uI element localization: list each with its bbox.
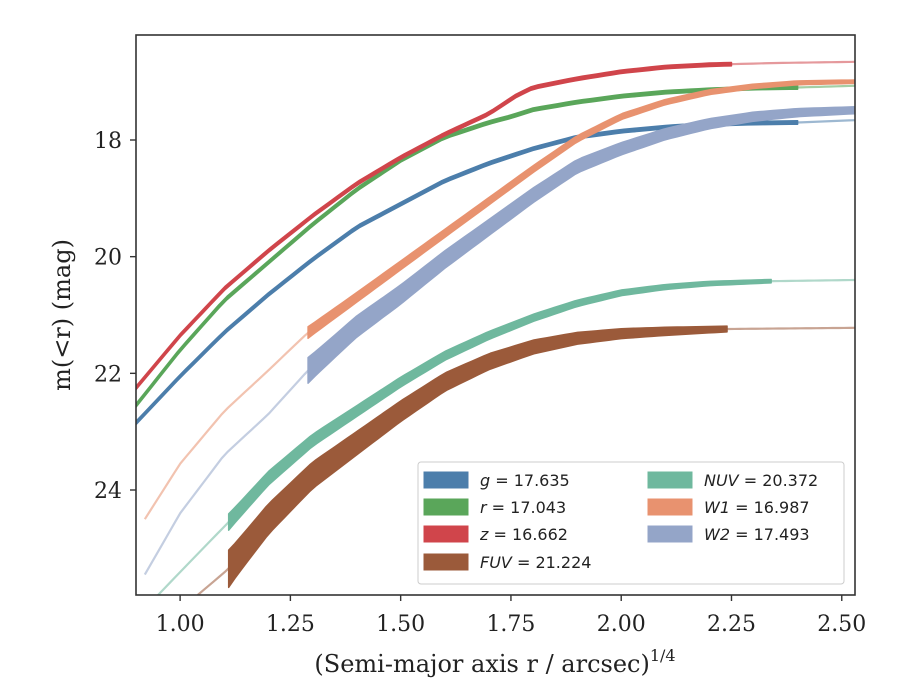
series-nuv-band xyxy=(227,278,772,531)
legend-label-z: z = 16.662 xyxy=(479,525,568,544)
x-tick-label: 2.25 xyxy=(707,612,756,637)
x-axis-label-text: (Semi-major axis r / arcsec) xyxy=(314,650,649,678)
x-tick-label: 1.25 xyxy=(266,612,315,637)
series-w1 xyxy=(143,79,855,520)
x-tick-label: 2.00 xyxy=(597,612,646,637)
x-tick-label: 2.50 xyxy=(817,612,866,637)
x-tick-label: 1.00 xyxy=(156,612,205,637)
x-axis-label: (Semi-major axis r / arcsec)1/4 xyxy=(314,646,675,678)
legend-swatch-w2 xyxy=(647,525,693,543)
legend-label-w2: W2 = 17.493 xyxy=(704,525,810,544)
legend-label-r: r = 17.043 xyxy=(480,498,566,517)
plot-frame xyxy=(135,34,856,596)
series-r-band xyxy=(136,85,799,408)
axes-layer: 1.00 1.25 1.50 1.75 2.00 2.25 2.50 18 20 22 24 xyxy=(94,129,866,637)
y-tick-label: 20 xyxy=(94,246,122,271)
series-w2-band xyxy=(307,106,855,384)
y-tick-label: 24 xyxy=(94,479,122,504)
legend-label-w1: W1 = 16.987 xyxy=(704,498,810,517)
series-g-band xyxy=(136,120,799,426)
series-w1-band xyxy=(307,79,855,340)
legend-frame xyxy=(417,461,845,585)
series-z xyxy=(136,60,855,391)
x-tick-label: 1.50 xyxy=(376,612,425,637)
legend-swatch-r xyxy=(423,498,469,516)
legend-label-nuv: NUV = 20.372 xyxy=(704,471,818,490)
y-tick-label: 22 xyxy=(94,362,122,387)
series-z-band xyxy=(136,61,733,391)
x-axis-label-sup: 1/4 xyxy=(650,646,676,665)
legend-swatch-g xyxy=(423,471,469,489)
series-fuv-band xyxy=(227,325,728,589)
x-tick-label: 1.75 xyxy=(486,612,535,637)
legend-label-fuv: FUV = 21.224 xyxy=(480,553,591,572)
legend-swatch-w1 xyxy=(647,498,693,516)
legend-swatch-nuv xyxy=(647,471,693,489)
legend-swatch-fuv xyxy=(423,553,469,571)
legend-label-g: g = 17.635 xyxy=(480,471,570,490)
y-axis-label: m(<r) (mag) xyxy=(48,239,76,391)
legend-swatch-z xyxy=(423,525,469,543)
series-w2 xyxy=(143,106,855,576)
series-layer xyxy=(136,60,855,595)
series-nuv xyxy=(157,278,855,595)
legend: g = 17.635 NUV = 20.372 r = 17.043 W1 = 16.… xyxy=(417,461,845,585)
series-fuv xyxy=(197,325,855,595)
y-tick-label: 18 xyxy=(94,129,122,154)
